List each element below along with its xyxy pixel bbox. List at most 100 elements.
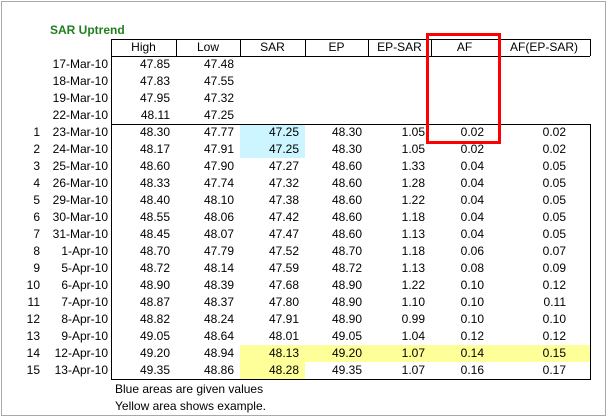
af-cell[interactable]: 0.02: [460, 125, 484, 139]
header-afepsar[interactable]: AF(EP-SAR): [509, 40, 578, 54]
ep-cell[interactable]: 48.70: [331, 244, 362, 258]
ep-cell[interactable]: 48.30: [331, 125, 362, 139]
afepsar-cell[interactable]: 0.02: [542, 125, 566, 139]
afepsar-cell[interactable]: 0.15: [498, 345, 590, 362]
low-cell[interactable]: 48.64: [203, 329, 234, 343]
ep-cell[interactable]: 48.60: [331, 176, 362, 190]
row-number[interactable]: 13: [26, 329, 40, 343]
ep-cell[interactable]: 48.90: [331, 312, 362, 326]
low-cell[interactable]: 48.07: [203, 227, 234, 241]
high-cell[interactable]: 48.33: [139, 176, 170, 190]
sar-cell[interactable]: 47.80: [268, 295, 299, 309]
ep-cell[interactable]: 49.05: [331, 329, 362, 343]
low-cell[interactable]: 47.32: [203, 91, 234, 105]
ep-cell[interactable]: 48.72: [331, 261, 362, 275]
low-cell[interactable]: 47.55: [203, 74, 234, 88]
date-cell[interactable]: 29-Mar-10: [52, 193, 108, 207]
epsar-cell[interactable]: 1.13: [401, 227, 425, 241]
row-number[interactable]: 6: [33, 210, 40, 224]
high-cell[interactable]: 48.45: [139, 227, 170, 241]
af-cell[interactable]: 0.04: [460, 227, 484, 241]
sar-cell[interactable]: 47.59: [268, 261, 299, 275]
row-number[interactable]: 3: [33, 159, 40, 173]
date-cell[interactable]: 9-Apr-10: [61, 329, 108, 343]
af-cell[interactable]: 0.04: [460, 193, 484, 207]
high-cell[interactable]: 49.20: [139, 346, 170, 360]
epsar-cell[interactable]: 1.05: [401, 142, 425, 156]
epsar-cell[interactable]: 1.10: [401, 295, 425, 309]
afepsar-cell[interactable]: 0.10: [542, 312, 566, 326]
ep-cell[interactable]: 48.90: [331, 295, 362, 309]
af-cell[interactable]: 0.10: [460, 312, 484, 326]
high-cell[interactable]: 48.11: [140, 108, 170, 122]
high-cell[interactable]: 47.85: [139, 57, 170, 71]
sar-cell[interactable]: 48.28: [240, 362, 305, 379]
row-number[interactable]: 10: [26, 278, 40, 292]
date-cell[interactable]: 17-Mar-10: [52, 57, 108, 71]
date-cell[interactable]: 31-Mar-10: [52, 227, 108, 241]
sar-cell[interactable]: 47.32: [268, 176, 299, 190]
header-sar[interactable]: SAR: [260, 40, 285, 54]
high-cell[interactable]: 47.95: [139, 91, 170, 105]
low-cell[interactable]: 48.86: [203, 363, 234, 377]
sar-cell[interactable]: 47.52: [268, 244, 299, 258]
afepsar-cell[interactable]: 0.07: [542, 244, 566, 258]
epsar-cell[interactable]: 1.07: [368, 345, 431, 362]
date-cell[interactable]: 13-Apr-10: [54, 363, 108, 377]
afepsar-cell[interactable]: 0.12: [542, 329, 566, 343]
ep-cell[interactable]: 48.60: [331, 159, 362, 173]
sar-cell[interactable]: 47.42: [268, 210, 299, 224]
afepsar-cell[interactable]: 0.05: [542, 227, 566, 241]
low-cell[interactable]: 48.06: [203, 210, 234, 224]
sar-cell[interactable]: 47.91: [268, 312, 299, 326]
af-cell[interactable]: 0.10: [460, 295, 484, 309]
sar-cell[interactable]: 47.68: [268, 278, 299, 292]
date-cell[interactable]: 12-Apr-10: [54, 346, 108, 360]
low-cell[interactable]: 48.37: [203, 295, 234, 309]
sar-cell[interactable]: 48.01: [268, 329, 299, 343]
epsar-cell[interactable]: 0.99: [401, 312, 425, 326]
row-number[interactable]: 15: [26, 363, 40, 377]
ep-cell[interactable]: 48.60: [331, 227, 362, 241]
low-cell[interactable]: 47.77: [203, 125, 234, 139]
afepsar-cell[interactable]: 0.09: [542, 261, 566, 275]
low-cell[interactable]: 48.94: [203, 346, 234, 360]
header-low[interactable]: Low: [196, 40, 219, 54]
date-cell[interactable]: 23-Mar-10: [52, 125, 108, 139]
date-cell[interactable]: 22-Mar-10: [52, 108, 108, 122]
low-cell[interactable]: 47.90: [203, 159, 234, 173]
epsar-cell[interactable]: 1.22: [401, 193, 425, 207]
row-number[interactable]: 7: [33, 227, 40, 241]
row-number[interactable]: 11: [27, 295, 40, 309]
epsar-cell[interactable]: 1.18: [401, 210, 425, 224]
low-cell[interactable]: 47.91: [203, 142, 234, 156]
afepsar-cell[interactable]: 0.12: [542, 278, 566, 292]
high-cell[interactable]: 47.83: [139, 74, 170, 88]
date-cell[interactable]: 19-Mar-10: [52, 91, 108, 105]
high-cell[interactable]: 48.40: [139, 193, 170, 207]
ep-cell[interactable]: 48.30: [331, 142, 362, 156]
epsar-cell[interactable]: 1.13: [401, 261, 425, 275]
date-cell[interactable]: 7-Apr-10: [61, 295, 108, 309]
epsar-cell[interactable]: 1.33: [401, 159, 425, 173]
epsar-cell[interactable]: 1.22: [401, 278, 425, 292]
epsar-cell[interactable]: 1.28: [401, 176, 425, 190]
low-cell[interactable]: 48.10: [203, 193, 234, 207]
high-cell[interactable]: 48.90: [139, 278, 170, 292]
sar-cell[interactable]: 47.25: [240, 141, 305, 158]
row-number[interactable]: 8: [33, 244, 40, 258]
high-cell[interactable]: 48.87: [139, 295, 170, 309]
low-cell[interactable]: 47.74: [203, 176, 234, 190]
high-cell[interactable]: 49.35: [139, 363, 170, 377]
afepsar-cell[interactable]: 0.02: [542, 142, 566, 156]
header-ep[interactable]: EP: [328, 40, 345, 54]
afepsar-cell[interactable]: 0.05: [542, 159, 566, 173]
high-cell[interactable]: 48.82: [139, 312, 170, 326]
sar-cell[interactable]: 47.47: [268, 227, 299, 241]
date-cell[interactable]: 8-Apr-10: [61, 312, 108, 326]
high-cell[interactable]: 48.30: [139, 125, 170, 139]
row-number[interactable]: 1: [33, 125, 40, 139]
date-cell[interactable]: 6-Apr-10: [61, 278, 108, 292]
date-cell[interactable]: 18-Mar-10: [52, 74, 108, 88]
high-cell[interactable]: 48.60: [139, 159, 170, 173]
